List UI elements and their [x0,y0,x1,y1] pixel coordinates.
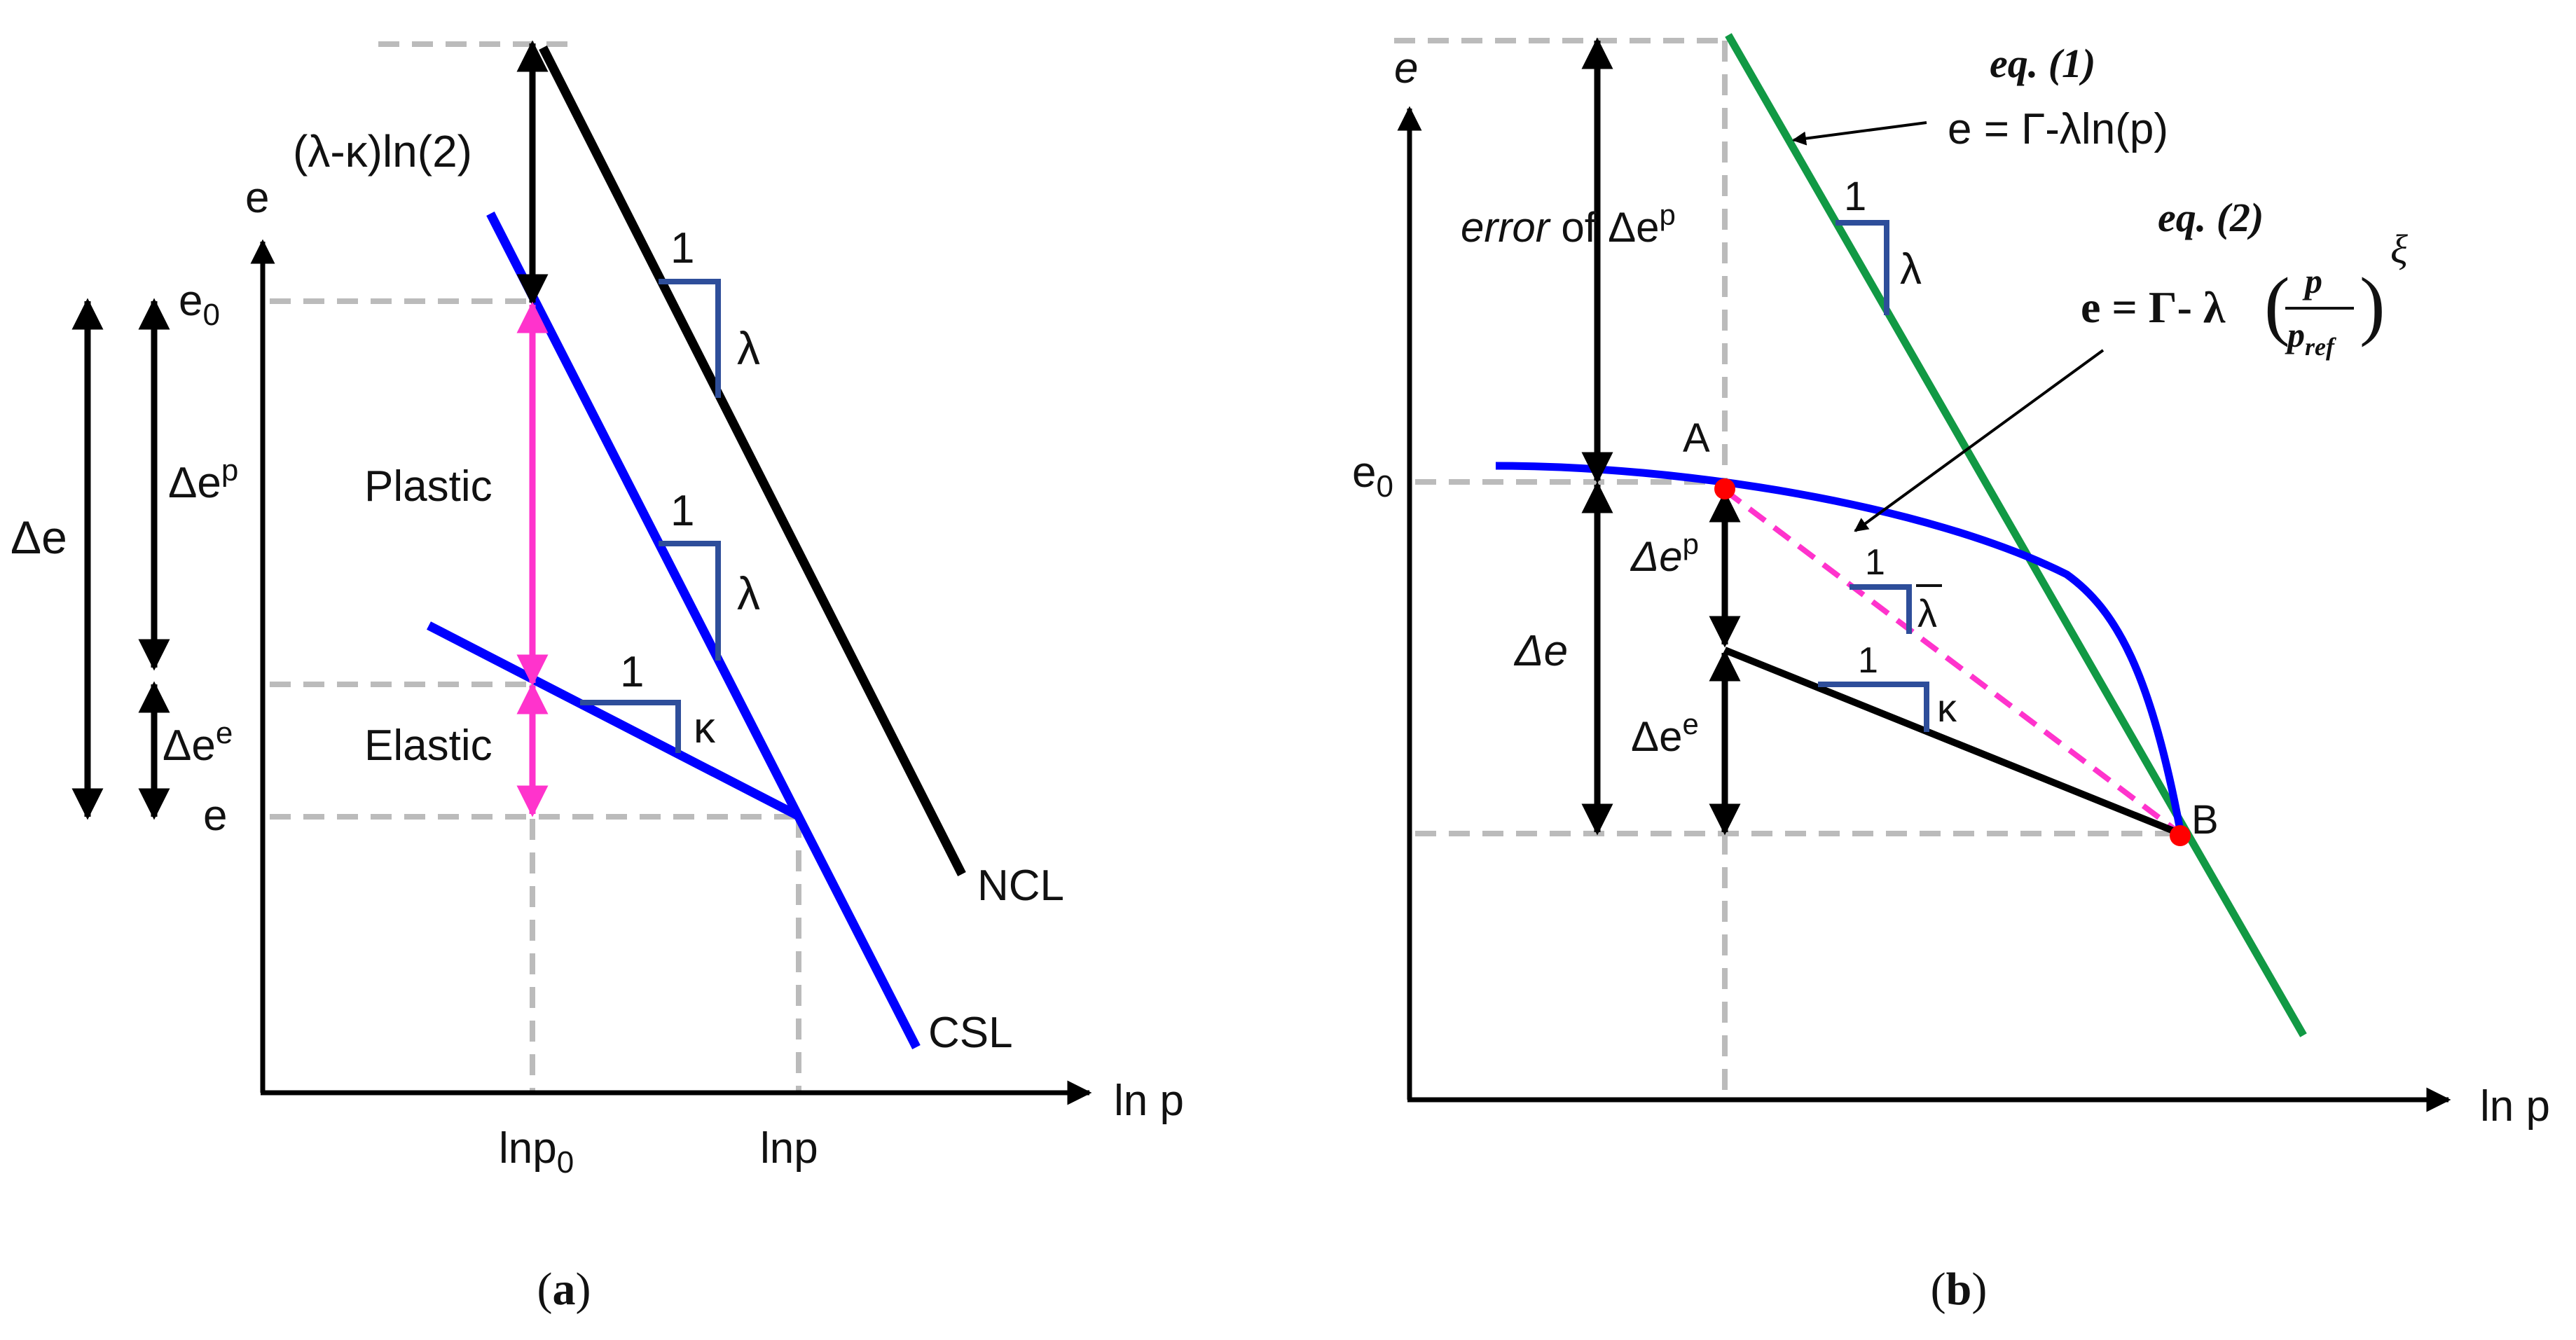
delta-ep-label-b: Δep [1630,527,1699,580]
slope-triangle-secant [1850,584,1912,634]
panel-b-dashed-guides [1394,38,2180,1100]
lnp0-label: lnp0 [499,1124,574,1180]
csl-label: CSL [928,1009,1013,1057]
shift-label: (λ-κ)ln(2) [293,126,472,177]
e0-label-b: e0 [1352,448,1393,504]
eq1-line [1725,33,2307,1037]
eq2-leader [1854,349,2105,532]
eq2-formula: e = Γ- λ ( p pref ) ξ [2081,226,2408,361]
eq1-title: eq. (1) [1990,41,2095,86]
panel-a-slope-triangles [580,279,721,753]
slope-one-eq1: 1 [1844,174,1866,219]
unloading-line [427,621,801,820]
panel-b: e ln p e0 eq. (1) e = Γ-λln(p) eq. (2) e… [1352,33,2550,1315]
elastic-label: Elastic [364,721,493,770]
point-a-marker [1714,478,1735,499]
slope-lambda-bar: λ [1916,584,1942,635]
slope-lambda-ncl: λ [737,322,760,374]
slope-lambda-eq1: λ [1900,245,1922,293]
slope-one-ncl: 1 [670,224,694,272]
unloading-line-b [1723,647,2182,837]
delta-e-label: Δe [11,511,67,563]
slope-one-kappa: 1 [1858,640,1878,681]
point-a-label: A [1683,415,1710,461]
slope-kappa-unload: κ [694,704,716,752]
eq2-curve [1495,462,2184,831]
caption-b: (b) [1931,1264,1988,1315]
slope-triangle-kappa [1818,682,1929,732]
axis-lnp-label-b: ln p [2480,1082,2550,1131]
delta-ee-label: Δee [163,716,233,770]
axis-lnp-label: ln p [1114,1077,1184,1125]
axis-e-label-b: e [1394,44,1418,92]
delta-e-label-b: Δe [1513,627,1568,675]
eq2-lhs: e = Γ- λ [2081,282,2226,332]
panel-a: e ln p e0 e lnp0 lnp Δe Δep Δee (λ-κ)ln(… [11,40,1184,1315]
slope-kappa-b: κ [1937,686,1957,730]
lnp-label: lnp [760,1124,818,1173]
delta-ep-label: Δep [168,453,238,507]
eq1-formula: e = Γ-λln(p) [1948,105,2168,153]
eq2-numerator: p [2302,261,2322,301]
point-b-label: B [2191,797,2219,843]
ncl-label: NCL [977,862,1064,910]
slope-lambda-secant: λ [1917,591,1937,635]
point-b-marker [2170,825,2191,846]
slope-lambda-csl: λ [737,567,760,619]
ncl-line [539,46,966,876]
slope-triangle-csl [659,541,721,661]
panel-b-axes [1397,106,2451,1112]
eq1-leader [1792,121,1927,146]
panel-a-axes [250,239,1092,1105]
slope-triangle-eq1 [1835,220,1889,315]
panel-b-slope-triangles [1818,220,1929,732]
slope-one-csl: 1 [670,487,694,535]
caption-a: (a) [537,1264,591,1315]
slope-triangle-ncl [659,279,721,398]
secant-line [1723,488,2182,836]
axis-e-label: e [245,174,269,222]
slope-triangle-unload [580,700,681,753]
e-level-label: e [203,792,227,840]
plastic-label: Plastic [364,462,493,511]
eq2-exponent: ξ [2390,226,2408,272]
e0-label: e0 [179,277,220,332]
slope-one-secant: 1 [1865,542,1885,583]
eq2-title: eq. (2) [2158,195,2264,240]
delta-ee-label-b: Δee [1631,707,1699,760]
eq2-close-paren: ) [2360,262,2385,347]
csl-line [486,212,921,1049]
eq2-open-paren: ( [2264,262,2290,347]
eq2-denominator: pref [2285,315,2336,361]
error-label: error of Δep [1461,198,1676,251]
slope-one-unload: 1 [620,648,644,696]
